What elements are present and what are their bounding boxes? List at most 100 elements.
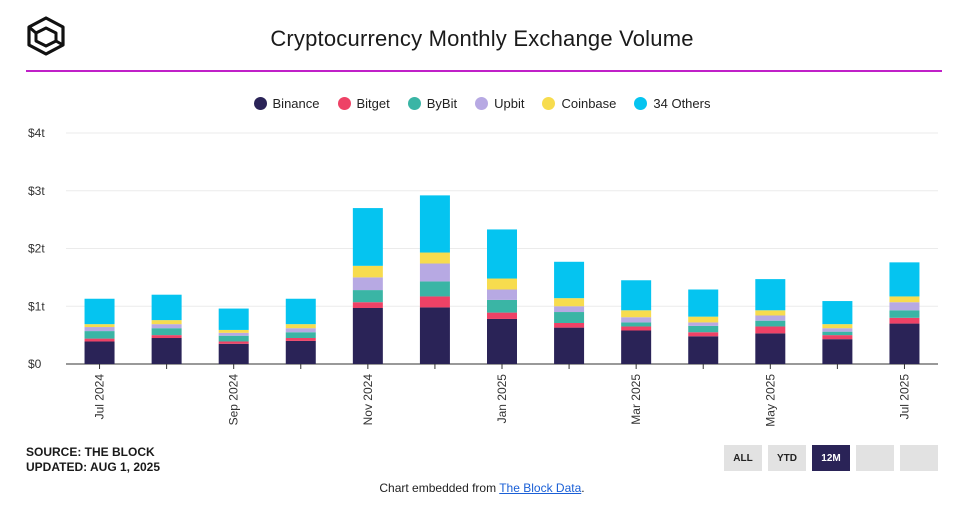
bar-upbit <box>621 317 652 323</box>
bar-binance <box>352 307 383 364</box>
bar-bybit <box>889 310 920 318</box>
bar-34-others <box>84 298 115 325</box>
legend-item-34-others[interactable]: 34 Others <box>634 96 710 111</box>
range-button-all[interactable]: ALL <box>724 445 762 471</box>
chart-title: Cryptocurrency Monthly Exchange Volume <box>270 26 694 51</box>
bar-34-others <box>755 279 786 311</box>
legend-swatch <box>634 97 648 110</box>
legend-label: Coinbase <box>561 96 617 111</box>
bar-upbit <box>755 315 786 321</box>
y-tick-label: $2t <box>28 242 45 256</box>
bar-upbit <box>352 277 383 291</box>
bar-bybit <box>352 290 383 303</box>
bar-34-others <box>419 195 450 253</box>
bar-34-others <box>285 298 316 325</box>
bar-coinbase <box>285 324 316 329</box>
bar-coinbase <box>688 316 719 323</box>
legend-item-binance[interactable]: Binance <box>253 96 320 111</box>
stacked-bar-chart: $0 $1t $2t $3t $4t Jul 2024 Sep 2024 Nov 2024 Ja… <box>28 126 938 427</box>
bar-34-others <box>487 229 517 279</box>
bar-34-others <box>822 301 853 325</box>
legend-swatch <box>253 97 267 110</box>
legend-item-coinbase[interactable]: Coinbase <box>542 96 616 111</box>
x-tick-label: Nov 2024 <box>361 374 375 426</box>
bar-bybit <box>554 312 585 323</box>
x-tick-label: Jul 2024 <box>93 374 107 420</box>
embed-credit: Chart embedded from The Block Data. <box>0 481 964 495</box>
x-tick-label: Mar 2025 <box>629 374 643 425</box>
the-block-cube-logo-icon <box>27 16 65 56</box>
legend-item-bitget[interactable]: Bitget <box>337 96 390 111</box>
range-button-blank-3[interactable] <box>856 445 894 471</box>
legend-label: Upbit <box>494 96 525 111</box>
legend-item-bybit[interactable]: ByBit <box>407 96 458 111</box>
y-tick-label: $4t <box>28 126 45 140</box>
bar-coinbase <box>151 320 182 325</box>
bar-binance <box>151 338 182 364</box>
legend-item-upbit[interactable]: Upbit <box>475 96 524 111</box>
range-button-ytd[interactable]: YTD <box>768 445 806 471</box>
bar-coinbase <box>755 310 786 316</box>
chart-source: SOURCE: THE BLOCK UPDATED: AUG 1, 2025 <box>26 445 160 475</box>
range-button-12m[interactable]: 12M <box>812 445 850 471</box>
bar-upbit <box>487 289 517 300</box>
bar-coinbase <box>487 278 517 290</box>
bar-coinbase <box>352 265 383 278</box>
bar-upbit <box>822 328 853 332</box>
bar-binance <box>218 343 249 364</box>
bar-binance <box>688 336 719 364</box>
bar-upbit <box>889 302 920 311</box>
y-tick-label: $1t <box>28 299 45 313</box>
x-tick-label: Jan 2025 <box>495 374 509 424</box>
bar-34-others <box>218 308 249 330</box>
bar-bitget <box>151 335 182 339</box>
legend-label: Bitget <box>356 96 390 111</box>
bar-binance <box>822 339 853 364</box>
bar-bybit <box>151 328 182 336</box>
bar-upbit <box>554 306 585 313</box>
time-range-selector: ALL YTD 12M <box>724 445 938 471</box>
bar-coinbase <box>822 324 853 329</box>
bar-bybit <box>621 322 652 327</box>
embed-suffix: . <box>581 481 585 495</box>
legend-label: Binance <box>272 96 320 111</box>
legend-label: ByBit <box>426 96 458 111</box>
bar-bitget <box>285 338 316 341</box>
bar-bybit <box>822 331 853 336</box>
bar-binance <box>487 318 517 364</box>
bar-34-others <box>352 208 383 266</box>
bar-bitget <box>84 338 115 342</box>
bar-bybit <box>755 320 786 327</box>
x-tick-label: Sep 2024 <box>227 374 241 426</box>
bar-34-others <box>554 261 585 299</box>
bar-upbit <box>84 327 115 332</box>
bar-bitget <box>352 302 383 308</box>
bar-coinbase <box>218 329 249 333</box>
range-button-blank-4[interactable] <box>900 445 938 471</box>
x-tick-label: Jul 2025 <box>897 374 911 420</box>
bar-bitget <box>688 332 719 337</box>
legend-label: 34 Others <box>653 96 711 111</box>
bar-coinbase <box>419 252 450 264</box>
legend-swatch <box>407 97 421 110</box>
x-tick-label: May 2025 <box>763 374 777 427</box>
bar-coinbase <box>889 296 920 303</box>
bar-binance <box>889 323 920 364</box>
title-divider <box>26 70 942 72</box>
bar-coinbase <box>554 298 585 307</box>
bar-coinbase <box>621 310 652 318</box>
bar-bitget <box>755 326 786 334</box>
bar-upbit <box>151 324 182 329</box>
bar-bybit <box>285 332 316 339</box>
bar-34-others <box>151 294 182 321</box>
legend-swatch <box>337 97 351 110</box>
bar-bitget <box>822 335 853 340</box>
the-block-data-link[interactable]: The Block Data <box>499 481 582 495</box>
bar-binance <box>755 333 786 364</box>
bar-34-others <box>621 280 652 311</box>
bar-coinbase <box>84 324 115 328</box>
embed-prefix: Chart embedded from <box>379 481 500 495</box>
bar-34-others <box>688 289 719 317</box>
bar-bitget <box>218 341 249 344</box>
bar-binance <box>285 340 316 364</box>
